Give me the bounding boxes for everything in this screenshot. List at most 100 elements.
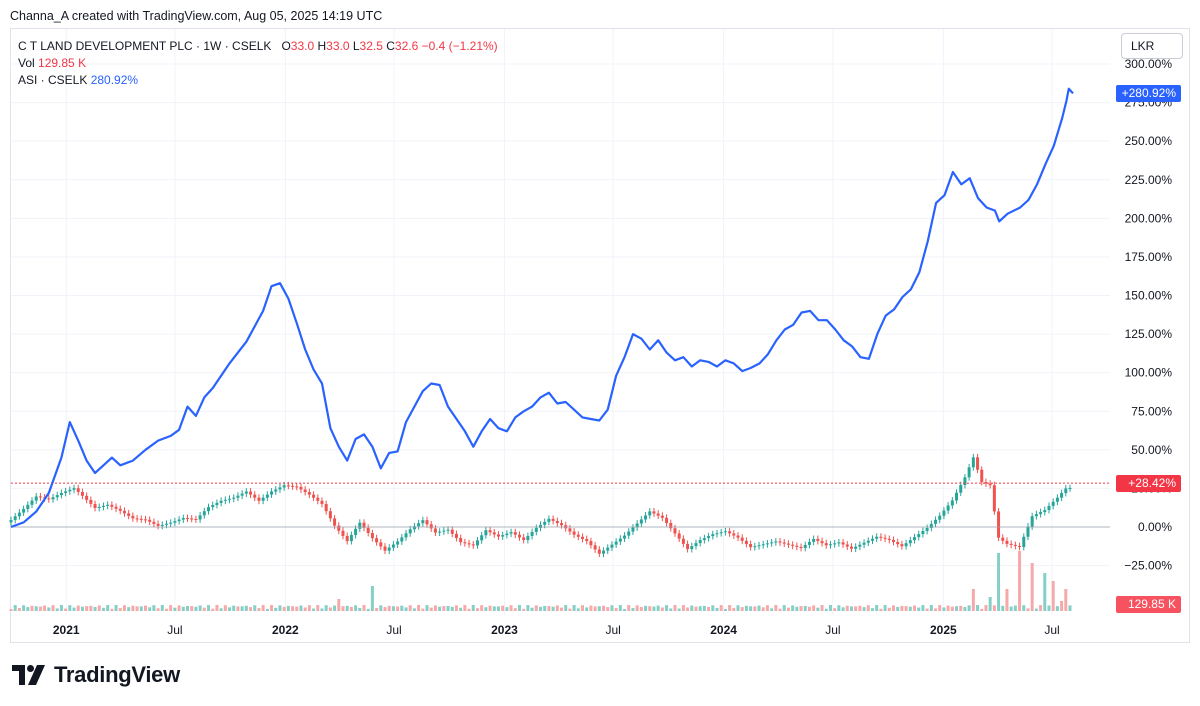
- volume-bar: [564, 605, 568, 611]
- candle-body: [1026, 526, 1030, 537]
- volume-bar: [501, 605, 505, 611]
- candle-body: [501, 535, 505, 537]
- candle-body: [505, 533, 509, 536]
- volume-bar: [997, 553, 1001, 611]
- candle-body: [219, 500, 223, 503]
- volume-bar: [934, 608, 938, 611]
- candle-body: [757, 545, 761, 547]
- volume-bar: [908, 606, 912, 611]
- volume-bar: [429, 607, 433, 611]
- candle-body: [955, 492, 959, 501]
- volume-bar: [786, 607, 790, 611]
- candle-body: [946, 505, 950, 511]
- candle-body: [442, 530, 446, 532]
- legend-compare-value: 280.92%: [90, 73, 139, 87]
- volume-bar: [148, 607, 152, 611]
- y-tick-label: 300.00%: [1125, 57, 1173, 71]
- candle-body: [858, 544, 862, 547]
- volume-bar: [589, 605, 593, 611]
- candle-body: [1001, 537, 1005, 541]
- candle-body: [85, 495, 89, 500]
- candle-body: [644, 515, 648, 520]
- candle-body: [131, 515, 135, 519]
- legend-ohlc-row: C T LAND DEVELOPMENT PLC · 1W · CSELK O3…: [18, 38, 498, 55]
- candle-body: [686, 543, 690, 550]
- volume-bar: [131, 605, 135, 611]
- volume-bar: [286, 605, 290, 611]
- volume-bar: [904, 606, 908, 611]
- candle-body: [976, 457, 980, 470]
- candle-body: [572, 531, 576, 535]
- volume-bar: [345, 605, 349, 611]
- candle-body: [265, 494, 269, 498]
- volume-bar: [475, 608, 479, 611]
- volume-bar: [740, 607, 744, 611]
- volume-bar: [122, 605, 126, 611]
- candle-body: [383, 546, 387, 551]
- volume-bar: [833, 608, 837, 611]
- candle-body: [950, 500, 954, 506]
- candle-body: [127, 513, 131, 516]
- volume-bar: [980, 608, 984, 611]
- volume-bar: [1039, 605, 1043, 611]
- volume-bar: [387, 605, 391, 611]
- volume-bar: [270, 605, 274, 611]
- candle-body: [207, 507, 211, 512]
- candle-body: [770, 542, 774, 544]
- candle-body: [379, 542, 383, 547]
- candle-body: [362, 522, 366, 528]
- candle-body: [110, 504, 114, 507]
- volume-bar: [101, 607, 105, 611]
- candle-body: [606, 547, 610, 551]
- volume-bar: [849, 606, 853, 611]
- candle-body: [669, 522, 673, 529]
- candle-body: [921, 531, 925, 535]
- volume-bar: [64, 608, 68, 611]
- candle-body: [408, 529, 412, 534]
- candle-body: [328, 511, 332, 519]
- volume-bar: [837, 605, 841, 611]
- asi-value-tag: +280.92%: [1116, 85, 1181, 103]
- volume-bar: [442, 606, 446, 611]
- volume-bar: [728, 605, 732, 611]
- candle-body: [795, 545, 799, 547]
- volume-bar: [702, 605, 706, 611]
- tradingview-logo[interactable]: TradingView: [12, 662, 180, 688]
- candle-body: [778, 541, 782, 543]
- volume-bar: [543, 605, 547, 611]
- candle-body: [513, 532, 517, 535]
- volume-bar: [463, 605, 467, 611]
- legend-symbol[interactable]: C T LAND DEVELOPMENT PLC · 1W · CSELK: [18, 39, 272, 53]
- candle-body: [648, 511, 652, 516]
- volume-bar: [1060, 601, 1064, 611]
- volume-bar: [816, 607, 820, 611]
- volume-bar: [400, 605, 404, 611]
- x-tick-label: Jul: [167, 623, 182, 637]
- candle-body: [862, 542, 866, 545]
- volume-bar: [484, 607, 488, 611]
- legend-volume-label[interactable]: Vol: [18, 56, 35, 70]
- volume-bar: [223, 605, 227, 611]
- volume-bar: [190, 606, 194, 611]
- volume-bar: [471, 605, 475, 611]
- candle-body: [799, 546, 803, 548]
- volume-bar: [185, 605, 189, 611]
- candle-body: [736, 535, 740, 538]
- volume-bar: [602, 605, 606, 611]
- candle-body: [223, 499, 227, 501]
- volume-bar: [976, 605, 980, 611]
- volume-bar: [828, 605, 832, 611]
- candle-body: [1051, 501, 1055, 506]
- candle-body: [1009, 543, 1013, 545]
- x-tick-label: Jul: [825, 623, 840, 637]
- candle-body: [274, 489, 278, 492]
- candle-body: [433, 528, 437, 533]
- currency-button[interactable]: LKR: [1121, 33, 1183, 59]
- candle-body: [257, 497, 261, 501]
- candle-body: [656, 513, 660, 516]
- volume-bar: [988, 597, 992, 611]
- volume-bar: [597, 606, 601, 611]
- volume-bar: [278, 605, 282, 611]
- legend-compare-label[interactable]: ASI · CSELK: [18, 73, 88, 87]
